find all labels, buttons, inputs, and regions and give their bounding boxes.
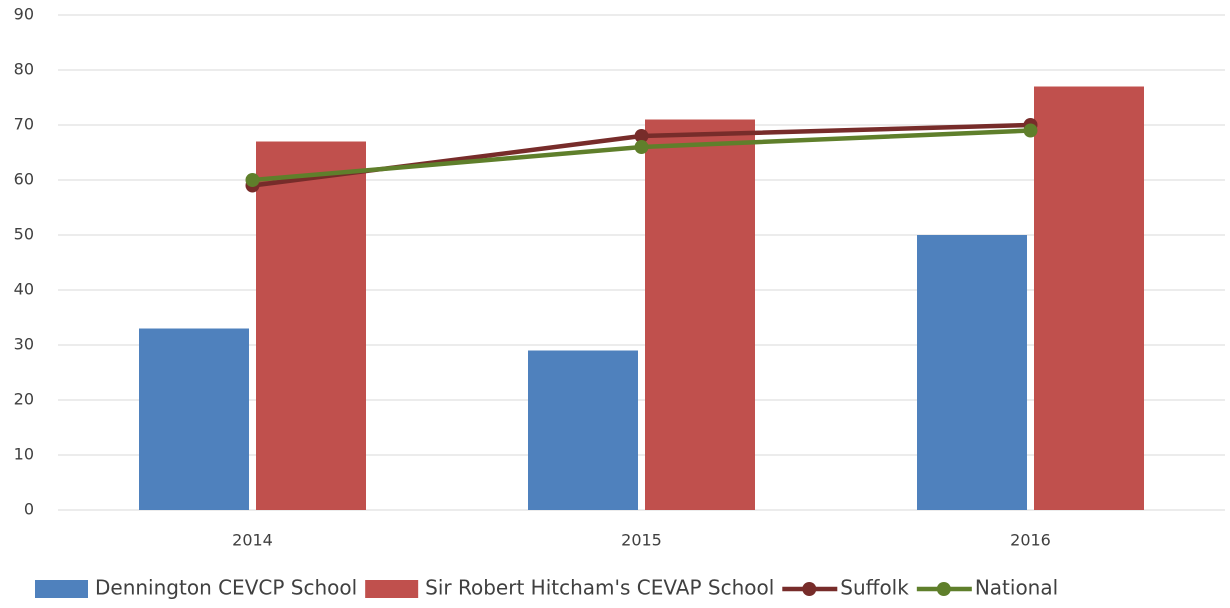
marker [634,140,649,154]
bar [645,119,755,510]
y-tick-label: 30 [14,335,34,354]
y-tick-label: 40 [14,280,34,299]
y-tick-label: 20 [14,390,34,409]
legend-label: Sir Robert Hitcham's CEVAP School [425,576,774,600]
legend-label: Dennington CEVCP School [95,576,357,600]
bar [917,235,1027,510]
x-tick-label: 2016 [1010,531,1051,550]
legend-label: Suffolk [840,576,909,600]
marker [634,129,649,143]
legend-swatch [365,580,419,598]
bar [256,141,366,510]
bar [528,350,638,510]
marker [1023,123,1038,138]
x-tick-label: 2015 [621,531,662,550]
legend-marker [802,582,817,596]
marker [245,173,260,187]
y-tick-label: 70 [14,115,34,134]
y-tick-label: 90 [14,5,34,24]
bar [139,328,249,510]
bar [1034,86,1144,510]
y-tick-label: 60 [14,170,34,189]
legend-swatch [35,580,88,598]
y-tick-label: 10 [14,445,34,464]
y-tick-label: 80 [14,60,34,79]
y-tick-label: 50 [14,225,34,244]
legend-label: National [975,576,1058,600]
x-tick-label: 2014 [232,531,273,550]
legend-marker [936,582,951,596]
y-tick-label: 0 [24,500,34,519]
